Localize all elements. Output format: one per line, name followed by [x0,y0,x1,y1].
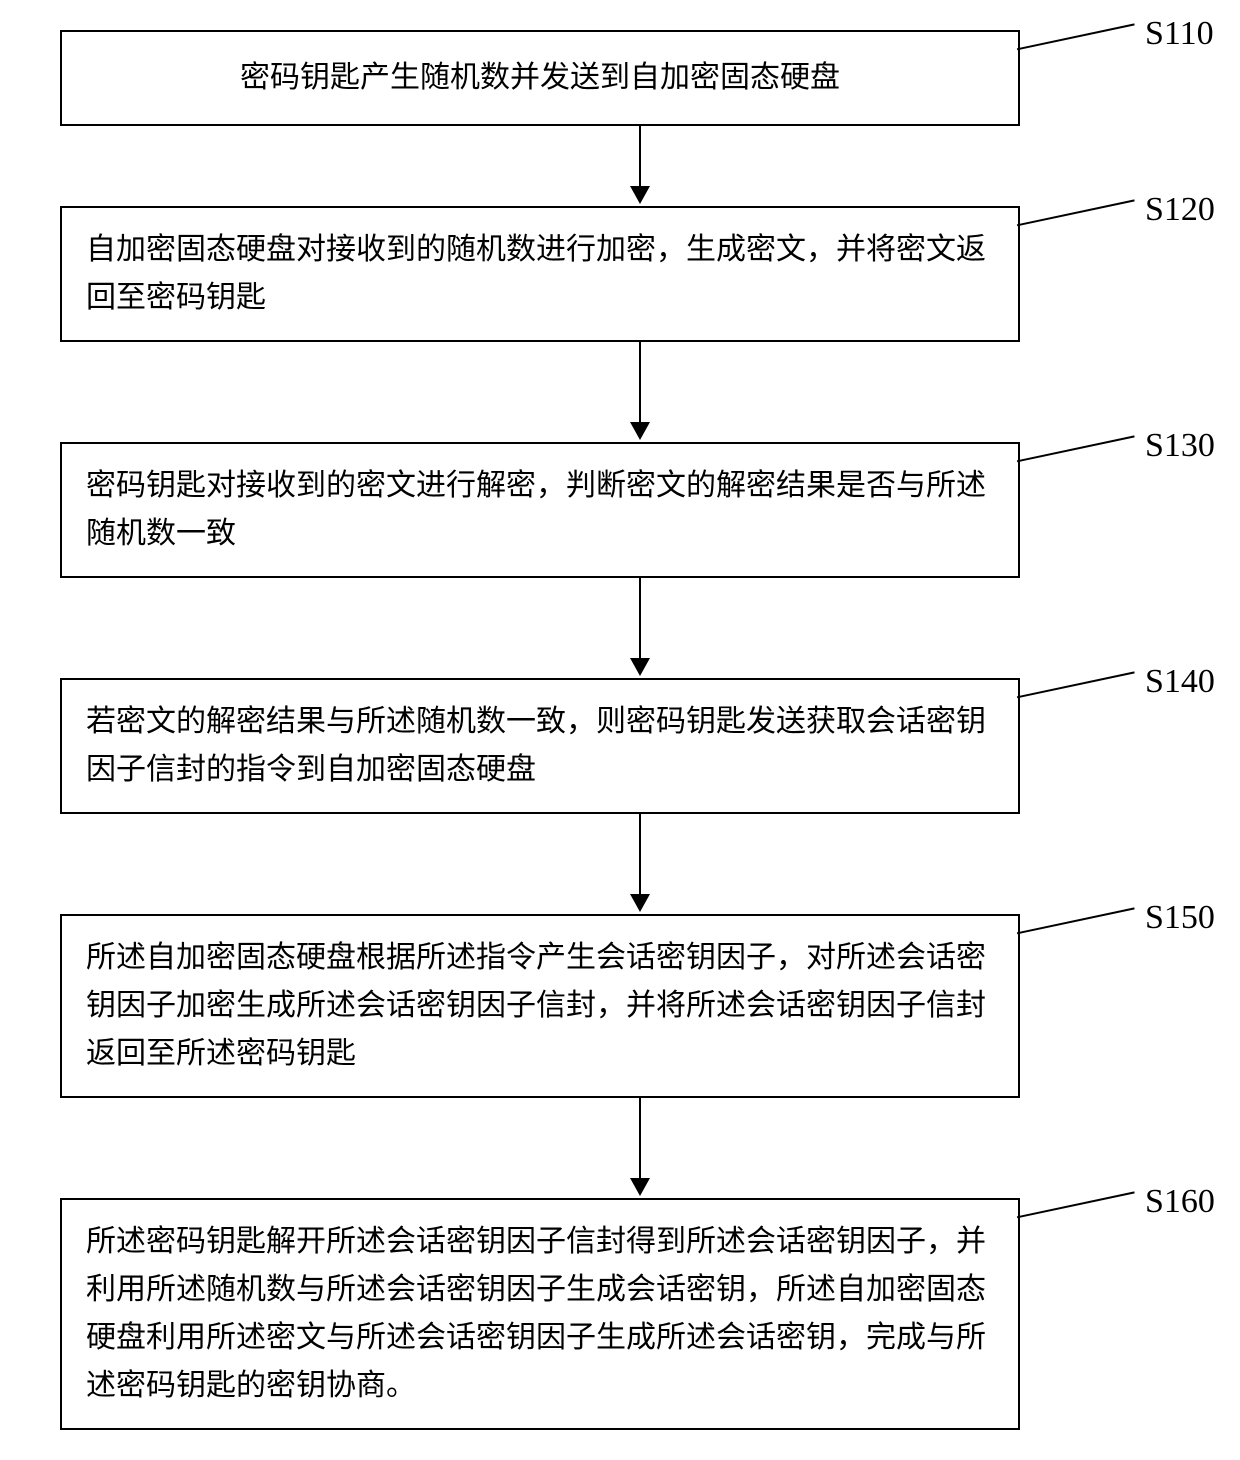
step-text: 自加密固态硬盘对接收到的随机数进行加密，生成密文，并将密文返回至密码钥匙 [86,233,986,314]
step-label: S110 [1145,15,1214,53]
connector-line [1017,23,1141,77]
connector-line [1017,1191,1141,1245]
label-wrap-s160: S160 [1020,1198,1140,1246]
arrow-head [630,186,650,204]
arrow [160,126,1120,206]
arrow [160,1098,1120,1198]
arrow [160,578,1120,678]
label-wrap-s130: S130 [1020,442,1140,490]
arrow-head [630,894,650,912]
connector-line [1017,907,1141,961]
label-wrap-s120: S120 [1020,206,1140,254]
step-box-s150: 所述自加密固态硬盘根据所述指令产生会话密钥因子，对所述会话密钥因子加密生成所述会… [60,914,1020,1098]
step-text: 所述密码钥匙解开所述会话密钥因子信封得到所述会话密钥因子，并利用所述随机数与所述… [86,1225,986,1402]
step-box-s120: 自加密固态硬盘对接收到的随机数进行加密，生成密文，并将密文返回至密码钥匙 [60,206,1020,342]
connector-line [1017,199,1141,253]
step-box-s160: 所述密码钥匙解开所述会话密钥因子信封得到所述会话密钥因子，并利用所述随机数与所述… [60,1198,1020,1430]
step-text: 密码钥匙对接收到的密文进行解密，判断密文的解密结果是否与所述随机数一致 [86,469,986,550]
arrow-line [639,1098,641,1178]
arrow-line [639,578,641,658]
step-row-s110: 密码钥匙产生随机数并发送到自加密固态硬盘 S110 [20,30,1220,126]
step-label: S150 [1145,899,1215,937]
step-label: S160 [1145,1183,1215,1221]
label-wrap-s140: S140 [1020,678,1140,726]
arrow-line [639,342,641,422]
step-label: S120 [1145,191,1215,229]
flowchart-container: 密码钥匙产生随机数并发送到自加密固态硬盘 S110 自加密固态硬盘对接收到的随机… [20,30,1220,1430]
step-box-s140: 若密文的解密结果与所述随机数一致，则密码钥匙发送获取会话密钥因子信封的指令到自加… [60,678,1020,814]
step-row-s160: 所述密码钥匙解开所述会话密钥因子信封得到所述会话密钥因子，并利用所述随机数与所述… [20,1198,1220,1430]
step-row-s150: 所述自加密固态硬盘根据所述指令产生会话密钥因子，对所述会话密钥因子加密生成所述会… [20,914,1220,1098]
label-wrap-s150: S150 [1020,914,1140,962]
step-box-s130: 密码钥匙对接收到的密文进行解密，判断密文的解密结果是否与所述随机数一致 [60,442,1020,578]
step-label: S130 [1145,427,1215,465]
arrow [160,814,1120,914]
step-row-s140: 若密文的解密结果与所述随机数一致，则密码钥匙发送获取会话密钥因子信封的指令到自加… [20,678,1220,814]
step-text: 若密文的解密结果与所述随机数一致，则密码钥匙发送获取会话密钥因子信封的指令到自加… [86,705,986,786]
step-box-s110: 密码钥匙产生随机数并发送到自加密固态硬盘 [60,30,1020,126]
step-row-s120: 自加密固态硬盘对接收到的随机数进行加密，生成密文，并将密文返回至密码钥匙 S12… [20,206,1220,342]
connector-line [1017,671,1141,725]
arrow [160,342,1120,442]
step-row-s130: 密码钥匙对接收到的密文进行解密，判断密文的解密结果是否与所述随机数一致 S130 [20,442,1220,578]
arrow-line [639,814,641,894]
arrow-head [630,1178,650,1196]
arrow-head [630,658,650,676]
label-wrap-s110: S110 [1020,30,1140,78]
connector-line [1017,435,1141,489]
step-text: 所述自加密固态硬盘根据所述指令产生会话密钥因子，对所述会话密钥因子加密生成所述会… [86,941,986,1070]
arrow-line [639,126,641,186]
step-text: 密码钥匙产生随机数并发送到自加密固态硬盘 [240,61,840,94]
step-label: S140 [1145,663,1215,701]
arrow-head [630,422,650,440]
